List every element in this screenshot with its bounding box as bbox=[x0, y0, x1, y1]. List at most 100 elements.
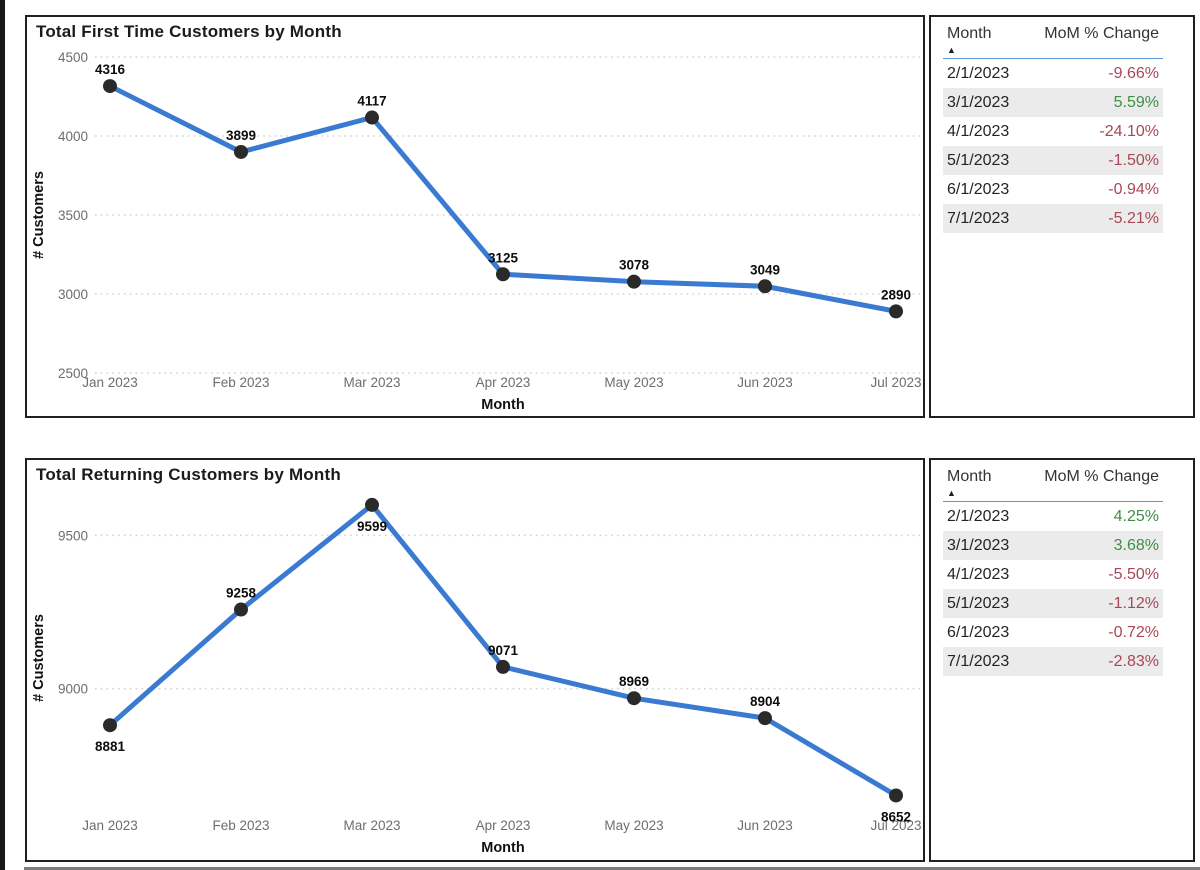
table-row[interactable]: 6/1/2023 -0.94% bbox=[943, 175, 1163, 204]
change-cell: -2.83% bbox=[1108, 653, 1159, 670]
data-point-label: 8881 bbox=[95, 739, 126, 754]
change-cell: -1.50% bbox=[1108, 152, 1159, 169]
table-row[interactable]: 2/1/2023 -9.66% bbox=[943, 59, 1163, 88]
table-row[interactable]: 2/1/2023 4.25% bbox=[943, 502, 1163, 531]
data-point-label: 4117 bbox=[357, 94, 386, 109]
change-cell: -5.21% bbox=[1108, 210, 1159, 227]
x-axis-tick: Mar 2023 bbox=[343, 818, 400, 833]
table-header-row: Month MoM % Change bbox=[943, 25, 1163, 43]
data-point-marker[interactable] bbox=[103, 79, 117, 94]
x-axis-tick: May 2023 bbox=[604, 818, 663, 833]
change-cell: -5.50% bbox=[1108, 566, 1159, 583]
first-time-customers-line-chart: 2500 3000 3500 4000 4500 Jan 2023 Feb 2023 Mar … bbox=[31, 50, 922, 413]
data-point-label: 4316 bbox=[95, 62, 126, 77]
x-axis-tick: Jul 2023 bbox=[870, 375, 921, 390]
table-row[interactable]: 3/1/2023 3.68% bbox=[943, 531, 1163, 560]
sort-ascending-icon[interactable]: ▲ bbox=[947, 488, 956, 498]
data-point-marker[interactable] bbox=[889, 304, 903, 319]
month-cell: 5/1/2023 bbox=[947, 595, 1010, 612]
column-header-mom-change[interactable]: MoM % Change bbox=[1044, 25, 1159, 42]
data-point-marker[interactable] bbox=[627, 691, 641, 706]
table-row[interactable]: 7/1/2023 -5.21% bbox=[943, 204, 1163, 233]
change-cell: -24.10% bbox=[1099, 123, 1159, 140]
table-row[interactable]: 7/1/2023 -2.83% bbox=[943, 647, 1163, 676]
change-cell: 4.25% bbox=[1113, 508, 1159, 525]
chart-title: Total First Time Customers by Month bbox=[36, 22, 342, 41]
data-point-label: 3078 bbox=[619, 258, 650, 273]
month-cell: 2/1/2023 bbox=[947, 508, 1010, 525]
x-axis-tick: May 2023 bbox=[604, 375, 663, 390]
change-cell: 5.59% bbox=[1113, 94, 1159, 111]
data-point-marker[interactable] bbox=[234, 144, 248, 159]
table-row[interactable]: 4/1/2023 -24.10% bbox=[943, 117, 1163, 146]
returning-mom-table-panel: Month MoM % Change ▲ 2/1/2023 4.25% 3/1/20… bbox=[929, 458, 1195, 862]
month-cell: 3/1/2023 bbox=[947, 94, 1010, 111]
x-axis-tick: Feb 2023 bbox=[212, 818, 269, 833]
month-cell: 6/1/2023 bbox=[947, 181, 1010, 198]
table-row[interactable]: 6/1/2023 -0.72% bbox=[943, 618, 1163, 647]
table-row[interactable]: 4/1/2023 -5.50% bbox=[943, 560, 1163, 589]
y-axis-tick: 3500 bbox=[58, 208, 88, 223]
change-cell: -0.94% bbox=[1108, 181, 1159, 198]
data-point-label: 9071 bbox=[488, 643, 519, 658]
table-header-row: Month MoM % Change bbox=[943, 468, 1163, 486]
data-point-marker[interactable] bbox=[365, 497, 379, 512]
data-point-label: 9599 bbox=[357, 519, 387, 534]
y-axis-tick: 2500 bbox=[58, 366, 88, 381]
data-point-marker[interactable] bbox=[496, 267, 510, 282]
mom-table-body: 2/1/2023 -9.66% 3/1/2023 5.59% 4/1/2023 -24.1… bbox=[943, 59, 1163, 233]
data-point-label: 3899 bbox=[226, 128, 256, 143]
x-axis-title: Month bbox=[481, 397, 524, 413]
change-cell: -1.12% bbox=[1108, 595, 1159, 612]
data-point-label: 3125 bbox=[488, 250, 519, 265]
y-axis-title: # Customers bbox=[31, 614, 47, 702]
data-point-label: 2890 bbox=[881, 287, 911, 302]
x-axis-tick: Feb 2023 bbox=[212, 375, 269, 390]
data-point-marker[interactable] bbox=[758, 711, 772, 726]
table-row[interactable]: 5/1/2023 -1.12% bbox=[943, 589, 1163, 618]
x-axis-tick: Apr 2023 bbox=[476, 375, 531, 390]
x-axis-tick: Jul 2023 bbox=[870, 818, 921, 833]
month-cell: 7/1/2023 bbox=[947, 653, 1010, 670]
data-point-marker[interactable] bbox=[234, 602, 248, 617]
month-cell: 6/1/2023 bbox=[947, 624, 1010, 641]
returning-customers-line-chart: 9000 9500 Jan 2023 Feb 2023 Mar 2023 Apr 2023… bbox=[31, 497, 922, 856]
y-axis-tick: 4500 bbox=[58, 50, 88, 65]
data-point-marker[interactable] bbox=[496, 659, 510, 674]
column-header-month[interactable]: Month bbox=[947, 25, 992, 42]
month-cell: 7/1/2023 bbox=[947, 210, 1010, 227]
y-axis-tick: 4000 bbox=[58, 129, 88, 144]
column-header-month[interactable]: Month bbox=[947, 468, 992, 485]
mom-table-body: 2/1/2023 4.25% 3/1/2023 3.68% 4/1/2023 -5.50%… bbox=[943, 502, 1163, 676]
table-row[interactable]: 5/1/2023 -1.50% bbox=[943, 146, 1163, 175]
data-point-label: 8904 bbox=[750, 694, 781, 709]
sort-ascending-icon[interactable]: ▲ bbox=[947, 45, 956, 55]
data-point-marker[interactable] bbox=[758, 279, 772, 294]
photo-edge-left bbox=[0, 0, 5, 870]
data-point-marker[interactable] bbox=[365, 110, 379, 125]
x-axis-tick: Jan 2023 bbox=[82, 375, 138, 390]
returning-customers-chart-panel: Total Returning Customers by Month 9000 9… bbox=[25, 458, 925, 862]
x-axis-tick: Apr 2023 bbox=[476, 818, 531, 833]
data-point-marker[interactable] bbox=[103, 718, 117, 733]
change-cell: 3.68% bbox=[1113, 537, 1159, 554]
x-axis-tick: Mar 2023 bbox=[343, 375, 400, 390]
table-row[interactable]: 3/1/2023 5.59% bbox=[943, 88, 1163, 117]
data-point-marker[interactable] bbox=[627, 274, 641, 289]
x-axis-tick: Jun 2023 bbox=[737, 375, 793, 390]
data-point-marker[interactable] bbox=[889, 788, 903, 803]
y-axis-tick: 9000 bbox=[58, 682, 88, 697]
month-cell: 2/1/2023 bbox=[947, 65, 1010, 82]
chart-title: Total Returning Customers by Month bbox=[36, 465, 341, 484]
month-cell: 4/1/2023 bbox=[947, 566, 1010, 583]
first-time-customers-chart-panel: Total First Time Customers by Month 2500… bbox=[25, 15, 925, 418]
y-axis-tick: 9500 bbox=[58, 528, 88, 543]
data-point-label: 8652 bbox=[881, 809, 911, 824]
column-header-mom-change[interactable]: MoM % Change bbox=[1044, 468, 1159, 485]
data-point-label: 9258 bbox=[226, 586, 257, 601]
data-point-label: 8969 bbox=[619, 674, 649, 689]
change-cell: -9.66% bbox=[1108, 65, 1159, 82]
month-cell: 3/1/2023 bbox=[947, 537, 1010, 554]
data-point-label: 3049 bbox=[750, 262, 780, 277]
first-time-mom-table-panel: Month MoM % Change ▲ 2/1/2023 -9.66% 3/1/2… bbox=[929, 15, 1195, 418]
